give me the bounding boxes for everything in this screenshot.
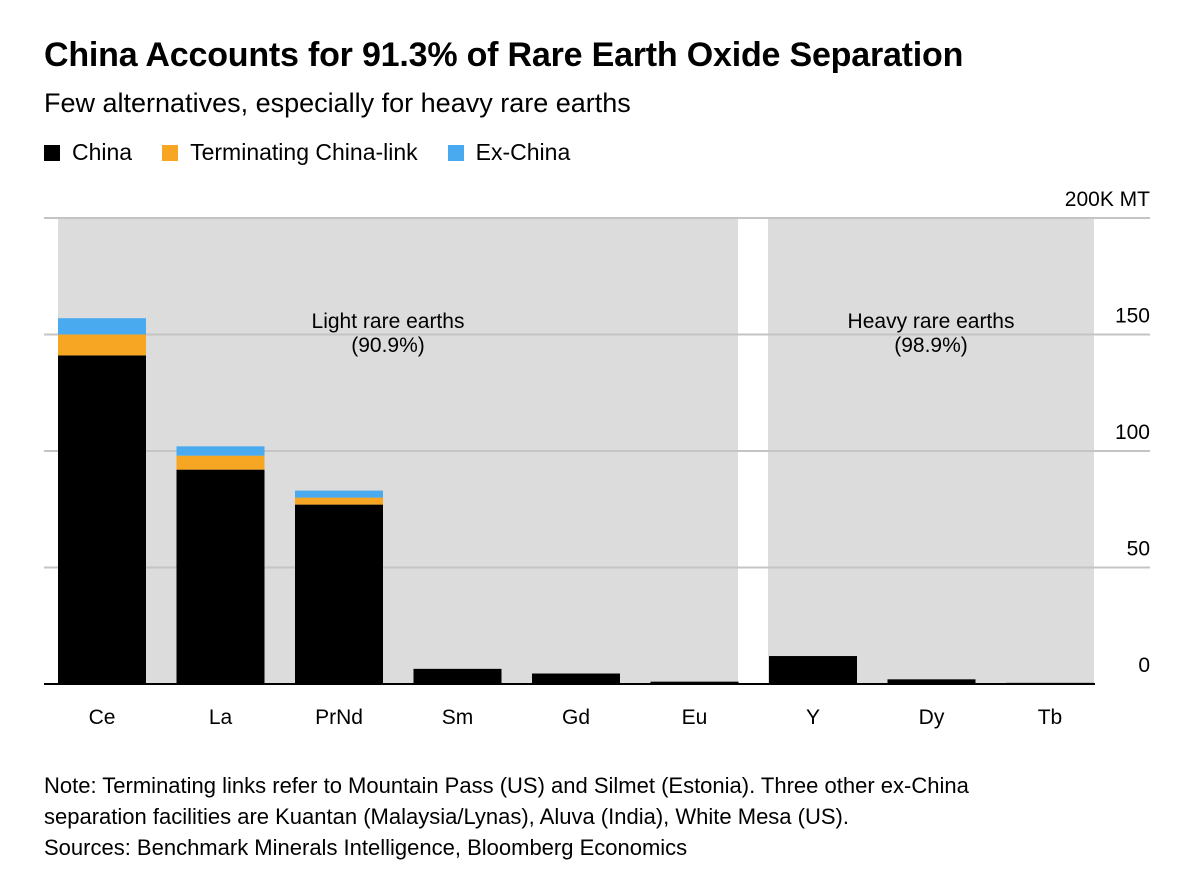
chart-title: China Accounts for 91.3% of Rare Earth O…: [44, 36, 964, 74]
bar-prnd-ex-china: [295, 490, 383, 498]
y-tick-label-0: 0: [1138, 654, 1150, 677]
x-tick-label-y: Y: [806, 706, 820, 729]
note-line-2: separation facilities are Kuantan (Malay…: [44, 804, 849, 829]
legend-swatch-china: [44, 144, 60, 161]
x-tick-label-sm: Sm: [442, 706, 474, 729]
bar-ce-china: [58, 355, 146, 684]
legend-swatch-terminating-china-link: [162, 144, 179, 161]
legend-label-ex-china: Ex-China: [475, 139, 571, 165]
x-tick-label-la: La: [209, 706, 233, 729]
bar-ce-terminating-china-link: [58, 334, 146, 356]
bar-dy-china: [887, 679, 976, 684]
legend-swatch-ex-china: [447, 144, 464, 161]
note-line-1: Note: Terminating links refer to Mountai…: [44, 773, 969, 798]
bar-la-china: [176, 469, 265, 684]
group-label-heavy-rare-earths: Heavy rare earths: [848, 310, 1015, 333]
x-tick-label-tb: Tb: [1038, 706, 1063, 729]
group-share-light-rare-earths: (90.9%): [351, 334, 425, 357]
x-tick-label-ce: Ce: [89, 706, 116, 729]
legend-item-china: China: [44, 139, 132, 166]
x-tick-label-gd: Gd: [562, 706, 590, 729]
legend-label-terminating-china-link: Terminating China-link: [190, 139, 418, 165]
y-tick-label-150: 150: [1115, 305, 1150, 328]
legend-item-ex-china: Ex-China: [447, 139, 571, 166]
bar-la-ex-china: [176, 446, 265, 456]
y-tick-label-50: 50: [1127, 538, 1150, 561]
x-tick-label-eu: Eu: [682, 706, 708, 729]
sources-line: Sources: Benchmark Minerals Intelligence…: [44, 835, 688, 860]
bar-prnd-china: [295, 504, 383, 684]
bar-la-terminating-china-link: [176, 455, 265, 470]
bar-eu-china: [650, 681, 739, 684]
x-tick-label-prnd: PrNd: [315, 706, 363, 729]
bar-tb-china: [1006, 682, 1094, 684]
legend-item-terminating-china-link: Terminating China-link: [162, 139, 418, 166]
chart-subtitle: Few alternatives, especially for heavy r…: [44, 88, 631, 118]
legend: China Terminating China-link Ex-China: [44, 139, 600, 166]
group-label-light-rare-earths: Light rare earths: [312, 310, 465, 333]
bar-sm-china: [413, 668, 502, 684]
stacked-bar-chart: Light rare earths(90.9%) Heavy rare earth…: [44, 188, 1150, 729]
bar-ce-ex-china: [58, 318, 146, 335]
bar-prnd-terminating-china-link: [295, 497, 383, 505]
y-tick-label-100: 100: [1115, 421, 1150, 444]
group-share-heavy-rare-earths: (98.9%): [894, 334, 968, 357]
legend-label-china: China: [72, 139, 133, 165]
bar-gd-china: [532, 673, 620, 684]
bar-y-china: [769, 656, 857, 684]
y-tick-label-200: 200K MT: [1065, 188, 1150, 211]
x-tick-label-dy: Dy: [919, 706, 945, 729]
chart-note: Note: Terminating links refer to Mountai…: [44, 770, 969, 863]
